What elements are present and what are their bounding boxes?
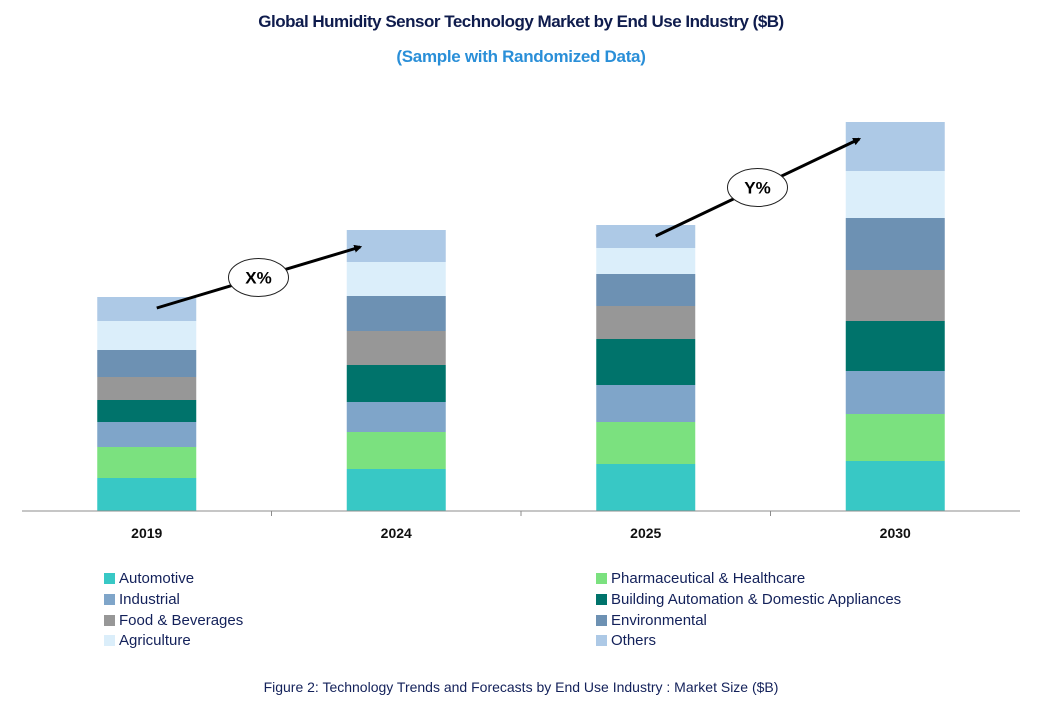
legend-label: Agriculture xyxy=(119,631,191,649)
legend-item: Agriculture xyxy=(104,630,191,650)
bar-segment-2024-automotive xyxy=(346,469,446,511)
bar-segment-2019-pharmaceutical-healthcare xyxy=(97,447,197,478)
legend-item: Building Automation & Domestic Appliance… xyxy=(596,589,901,609)
bar-segment-2025-industrial xyxy=(596,385,696,422)
bar-segment-2019-environmental xyxy=(97,350,197,377)
bar-segment-2030-pharmaceutical-healthcare xyxy=(845,414,945,461)
legend-item: Automotive xyxy=(104,568,194,588)
growth-label-bubble xyxy=(727,168,788,207)
growth-label-bubble xyxy=(228,258,289,297)
bar-segment-2019-food-beverages xyxy=(97,377,197,400)
bar-segment-2024-others xyxy=(346,230,446,262)
bar-segment-2024-food-beverages xyxy=(346,331,446,365)
x-tick-label: 2030 xyxy=(880,525,911,541)
legend-swatch xyxy=(104,572,115,584)
legend-swatch xyxy=(596,593,607,605)
legend-label: Automotive xyxy=(119,569,195,587)
bar-segment-2030-environmental xyxy=(845,218,945,270)
bar-segment-2019-industrial xyxy=(97,422,197,447)
legend-item: Others xyxy=(596,630,656,650)
legend-item: Industrial xyxy=(104,589,180,609)
chart-title: Global Humidity Sensor Technology Market… xyxy=(258,12,784,31)
bar-segment-2024-environmental xyxy=(346,296,446,331)
x-tick-label: 2025 xyxy=(630,525,661,541)
bar-segment-2025-automotive xyxy=(596,464,696,511)
growth-label: X% xyxy=(245,269,271,288)
bar-segment-2024-building-automation-domestic-appliances xyxy=(346,365,446,402)
stacked-bar-chart: 2019 2024 2025 2030 X% Y% xyxy=(22,122,1020,541)
x-tick-label: 2024 xyxy=(381,525,412,541)
legend-swatch xyxy=(596,572,607,584)
bar-segment-2025-agriculture xyxy=(596,248,696,274)
bar-segment-2025-environmental xyxy=(596,274,696,306)
bar-segment-2019-automotive xyxy=(97,478,197,511)
bar-segment-2019-agriculture xyxy=(97,321,197,350)
legend-swatch xyxy=(104,614,115,626)
legend-swatch xyxy=(104,634,115,646)
bar-segment-2024-industrial xyxy=(346,402,446,432)
legend-swatch xyxy=(104,593,115,605)
bar-segment-2030-automotive xyxy=(845,461,945,511)
legend-swatch xyxy=(596,634,607,646)
bar-segment-2030-agriculture xyxy=(845,171,945,218)
legend-label: Pharmaceutical & Healthcare xyxy=(611,569,806,587)
bar-segment-2030-industrial xyxy=(845,371,945,414)
growth-label: Y% xyxy=(744,179,770,198)
x-tick-label: 2019 xyxy=(131,525,162,541)
legend-item: Pharmaceutical & Healthcare xyxy=(596,568,805,588)
bar-segment-2030-building-automation-domestic-appliances xyxy=(845,321,945,371)
legend-item: Environmental xyxy=(596,610,707,630)
legend-label: Building Automation & Domestic Appliance… xyxy=(611,590,902,608)
bar-segment-2030-others xyxy=(845,122,945,171)
legend-label: Others xyxy=(611,631,657,649)
bar-segment-2025-pharmaceutical-healthcare xyxy=(596,422,696,464)
bar-segment-2024-agriculture xyxy=(346,262,446,296)
legend-item: Food & Beverages xyxy=(104,610,243,630)
bar-segment-2025-others xyxy=(596,225,696,248)
bar-segment-2024-pharmaceutical-healthcare xyxy=(346,432,446,469)
bar-segment-2025-building-automation-domestic-appliances xyxy=(596,339,696,385)
legend-label: Industrial xyxy=(119,590,180,608)
bar-segment-2019-building-automation-domestic-appliances xyxy=(97,400,197,422)
chart-subtitle: (Sample with Randomized Data) xyxy=(396,47,646,66)
legend-label: Environmental xyxy=(611,611,707,629)
bar-segment-2025-food-beverages xyxy=(596,306,696,339)
legend-label: Food & Beverages xyxy=(119,611,244,629)
bar-segment-2030-food-beverages xyxy=(845,270,945,321)
figure-caption: Figure 2: Technology Trends and Forecast… xyxy=(263,679,779,695)
legend-swatch xyxy=(596,614,607,626)
